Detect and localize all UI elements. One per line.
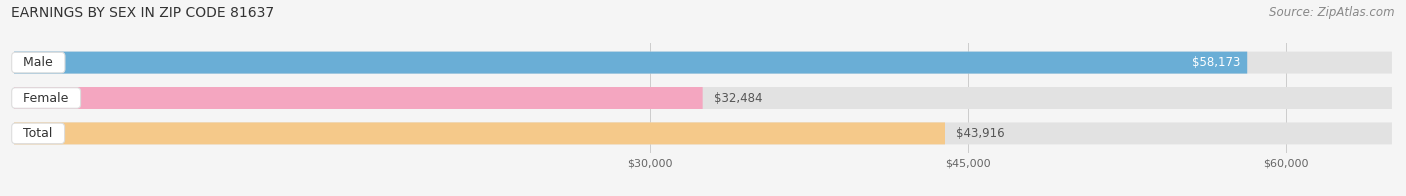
FancyBboxPatch shape bbox=[14, 122, 945, 144]
FancyBboxPatch shape bbox=[14, 52, 1392, 74]
FancyBboxPatch shape bbox=[14, 87, 703, 109]
FancyBboxPatch shape bbox=[14, 87, 1392, 109]
Text: Source: ZipAtlas.com: Source: ZipAtlas.com bbox=[1270, 6, 1395, 19]
Text: Male: Male bbox=[15, 56, 62, 69]
FancyBboxPatch shape bbox=[14, 52, 1247, 74]
Text: $58,173: $58,173 bbox=[1192, 56, 1240, 69]
Text: $32,484: $32,484 bbox=[714, 92, 762, 104]
Text: EARNINGS BY SEX IN ZIP CODE 81637: EARNINGS BY SEX IN ZIP CODE 81637 bbox=[11, 6, 274, 20]
Text: Female: Female bbox=[15, 92, 77, 104]
Text: $43,916: $43,916 bbox=[956, 127, 1005, 140]
FancyBboxPatch shape bbox=[14, 122, 1392, 144]
Text: Total: Total bbox=[15, 127, 60, 140]
